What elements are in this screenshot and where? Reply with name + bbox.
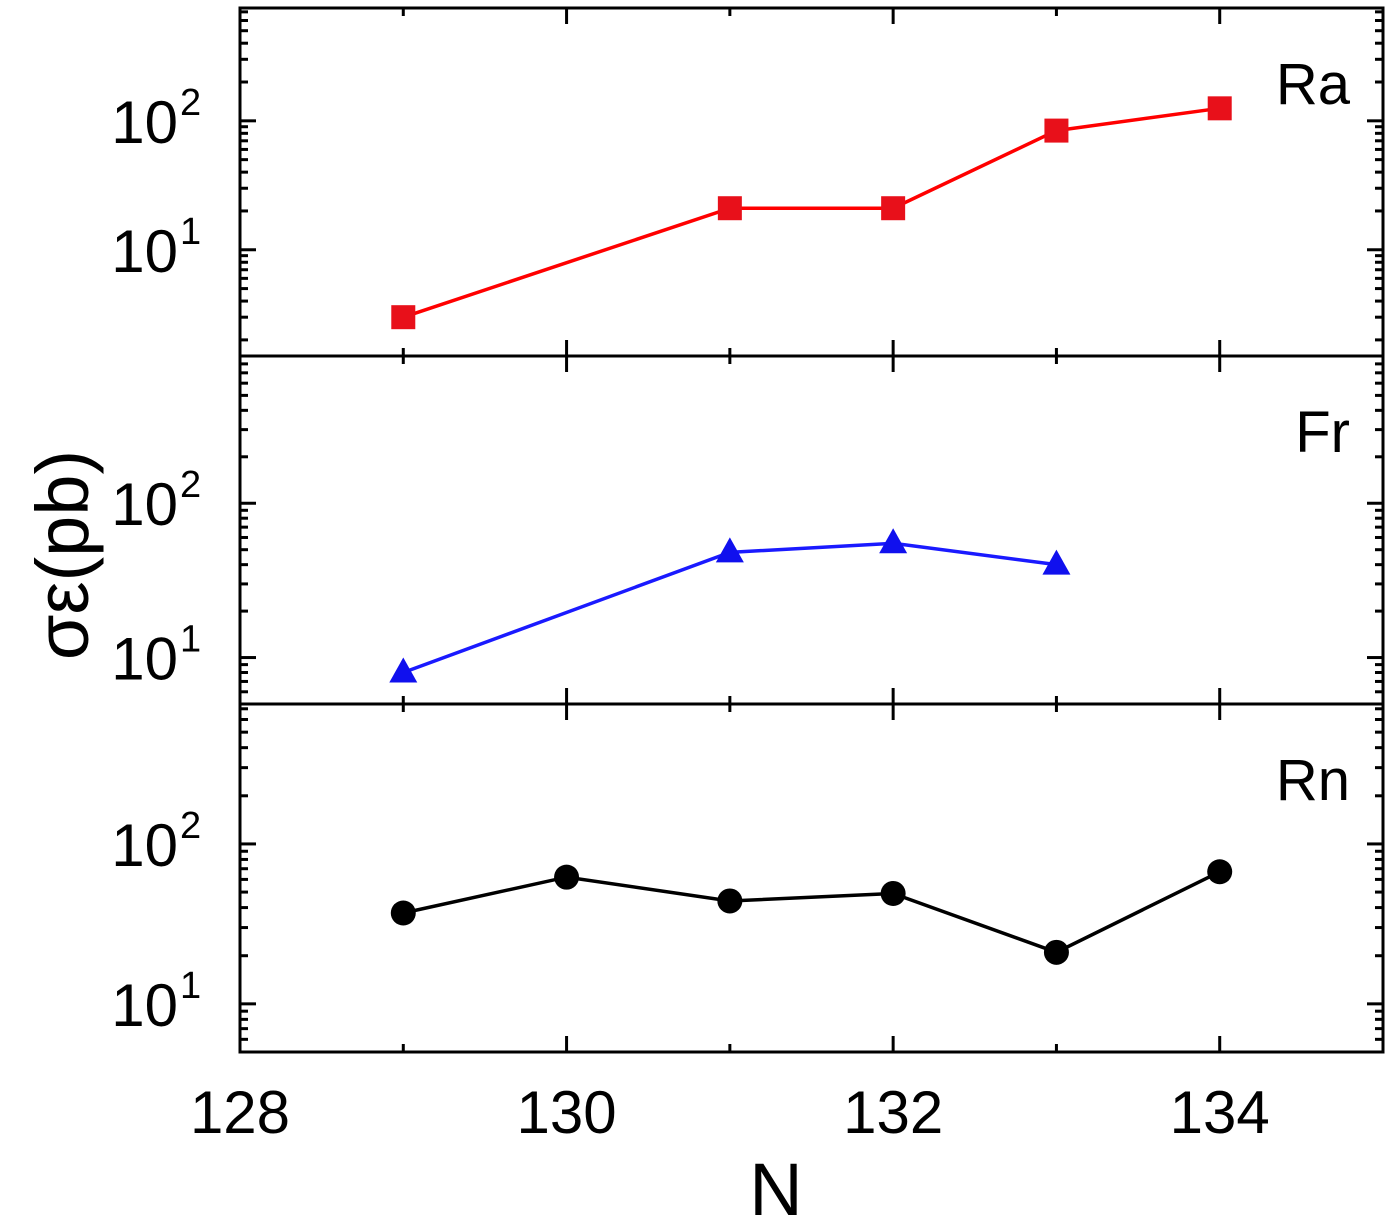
panel-2-point-133	[1043, 939, 1069, 965]
panel-1-y-tick-label: 10	[111, 626, 178, 693]
panel-1-series-line	[402, 541, 1057, 675]
panel-0-point-131	[717, 196, 742, 221]
panel-2-series-line	[402, 870, 1221, 955]
panel-2-point-130	[554, 864, 580, 890]
panel-1-y-tick-exp: 1	[180, 619, 201, 661]
panel-fr: 10 110 2Fr	[111, 354, 1385, 706]
x-tick-label-132: 132	[843, 1079, 943, 1146]
panel-2-y-tick-exp: 2	[180, 805, 201, 847]
panel-2-label: Rn	[1276, 748, 1350, 813]
panel-2-y-tick-label: 10	[111, 972, 178, 1039]
x-tick-label-134: 134	[1170, 1079, 1270, 1146]
panel-1-frame	[238, 354, 1385, 706]
panel-1-point-132	[879, 528, 908, 554]
panel-0-point-133	[1044, 118, 1069, 143]
panel-0-y-tick-exp: 1	[180, 211, 201, 253]
panel-2-point-132	[880, 880, 906, 906]
panel-0-series-line	[402, 106, 1220, 319]
panel-1-label: Fr	[1295, 400, 1350, 465]
x-tick-label-128: 128	[190, 1079, 290, 1146]
panel-2-y-tick-label: 10	[111, 812, 178, 879]
panel-1-y-tick-exp: 2	[180, 464, 201, 506]
x-tick-label-130: 130	[517, 1079, 617, 1146]
panel-1-point-133	[1042, 549, 1071, 575]
panel-0-y-tick-label: 10	[111, 89, 178, 156]
panel-rn: 10 110 2Rn	[111, 702, 1385, 1054]
panel-2-y-tick-exp: 1	[180, 965, 201, 1007]
panel-1-y-tick-label: 10	[111, 471, 178, 538]
panel-0-point-132	[881, 196, 906, 221]
panel-2-point-131	[717, 888, 743, 914]
panel-0-y-tick-exp: 2	[180, 82, 201, 124]
x-axis-title: N	[749, 1148, 802, 1225]
panel-0-y-tick-label: 10	[111, 218, 178, 285]
panel-0-label: Ra	[1276, 52, 1351, 117]
panel-2-point-129	[390, 900, 416, 926]
panel-2-point-134	[1207, 859, 1233, 885]
panel-1-point-129	[389, 657, 418, 683]
panel-0-frame	[238, 6, 1385, 358]
panel-0-point-134	[1207, 96, 1232, 121]
panel-1-point-131	[715, 537, 744, 563]
y-axis-title: σε(pb)	[21, 450, 104, 660]
panel-0-point-129	[391, 305, 416, 330]
